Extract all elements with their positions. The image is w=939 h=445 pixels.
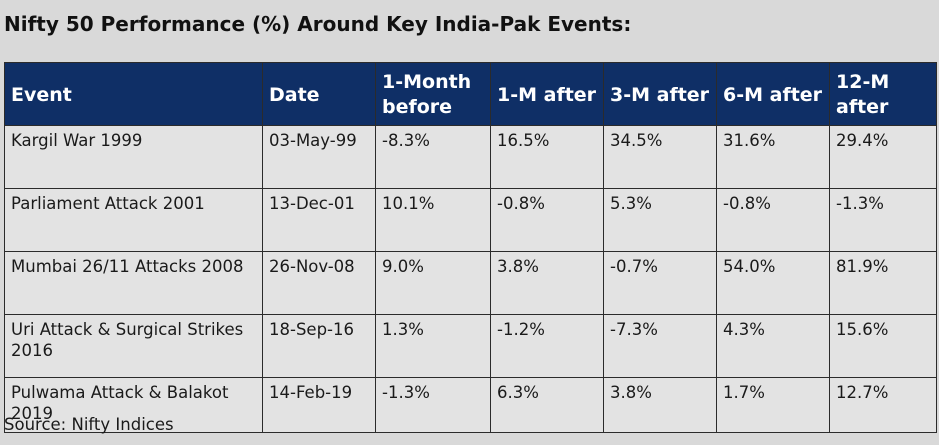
value-cell: 3.8% xyxy=(603,377,717,433)
header-event: Event xyxy=(4,62,263,126)
header-1-month-before: 1-Month before xyxy=(375,62,491,126)
value-cell: 31.6% xyxy=(716,125,830,189)
value-cell: -1.3% xyxy=(829,188,937,252)
header-1m-after: 1-M after xyxy=(490,62,604,126)
header-row: Event Date 1-Month before 1-M after 3-M … xyxy=(4,62,937,126)
value-cell: 81.9% xyxy=(829,251,937,315)
table-row: Pulwama Attack & Balakot 2019 14-Feb-19 … xyxy=(4,377,937,433)
value-cell: -7.3% xyxy=(603,314,717,378)
value-cell: 15.6% xyxy=(829,314,937,378)
performance-table: Event Date 1-Month before 1-M after 3-M … xyxy=(4,62,937,433)
event-cell: Uri Attack & Surgical Strikes 2016 xyxy=(4,314,263,378)
value-cell: -0.8% xyxy=(716,188,830,252)
value-cell: 1.3% xyxy=(375,314,491,378)
table-title: Nifty 50 Performance (%) Around Key Indi… xyxy=(4,12,632,36)
table-row: Parliament Attack 2001 13-Dec-01 10.1% -… xyxy=(4,188,937,252)
source-note: Source: Nifty Indices xyxy=(4,415,174,434)
value-cell: 12.7% xyxy=(829,377,937,433)
value-cell: 54.0% xyxy=(716,251,830,315)
event-cell: Parliament Attack 2001 xyxy=(4,188,263,252)
value-cell: 5.3% xyxy=(603,188,717,252)
value-cell: 3.8% xyxy=(490,251,604,315)
value-cell: 1.7% xyxy=(716,377,830,433)
event-cell: Pulwama Attack & Balakot 2019 xyxy=(4,377,263,433)
value-cell: -0.7% xyxy=(603,251,717,315)
value-cell: 34.5% xyxy=(603,125,717,189)
value-cell: -8.3% xyxy=(375,125,491,189)
date-cell: 14-Feb-19 xyxy=(262,377,376,433)
value-cell: 29.4% xyxy=(829,125,937,189)
value-cell: 6.3% xyxy=(490,377,604,433)
value-cell: -1.2% xyxy=(490,314,604,378)
value-cell: 9.0% xyxy=(375,251,491,315)
header-3m-after: 3-M after xyxy=(603,62,717,126)
value-cell: 4.3% xyxy=(716,314,830,378)
header-12m-after: 12-M after xyxy=(829,62,937,126)
table-row: Uri Attack & Surgical Strikes 2016 18-Se… xyxy=(4,314,937,378)
table-row: Mumbai 26/11 Attacks 2008 26-Nov-08 9.0%… xyxy=(4,251,937,315)
date-cell: 18-Sep-16 xyxy=(262,314,376,378)
date-cell: 13-Dec-01 xyxy=(262,188,376,252)
value-cell: -1.3% xyxy=(375,377,491,433)
event-cell: Kargil War 1999 xyxy=(4,125,263,189)
table-row: Kargil War 1999 03-May-99 -8.3% 16.5% 34… xyxy=(4,125,937,189)
value-cell: 16.5% xyxy=(490,125,604,189)
value-cell: -0.8% xyxy=(490,188,604,252)
date-cell: 03-May-99 xyxy=(262,125,376,189)
event-cell: Mumbai 26/11 Attacks 2008 xyxy=(4,251,263,315)
header-date: Date xyxy=(262,62,376,126)
date-cell: 26-Nov-08 xyxy=(262,251,376,315)
header-6m-after: 6-M after xyxy=(716,62,830,126)
value-cell: 10.1% xyxy=(375,188,491,252)
